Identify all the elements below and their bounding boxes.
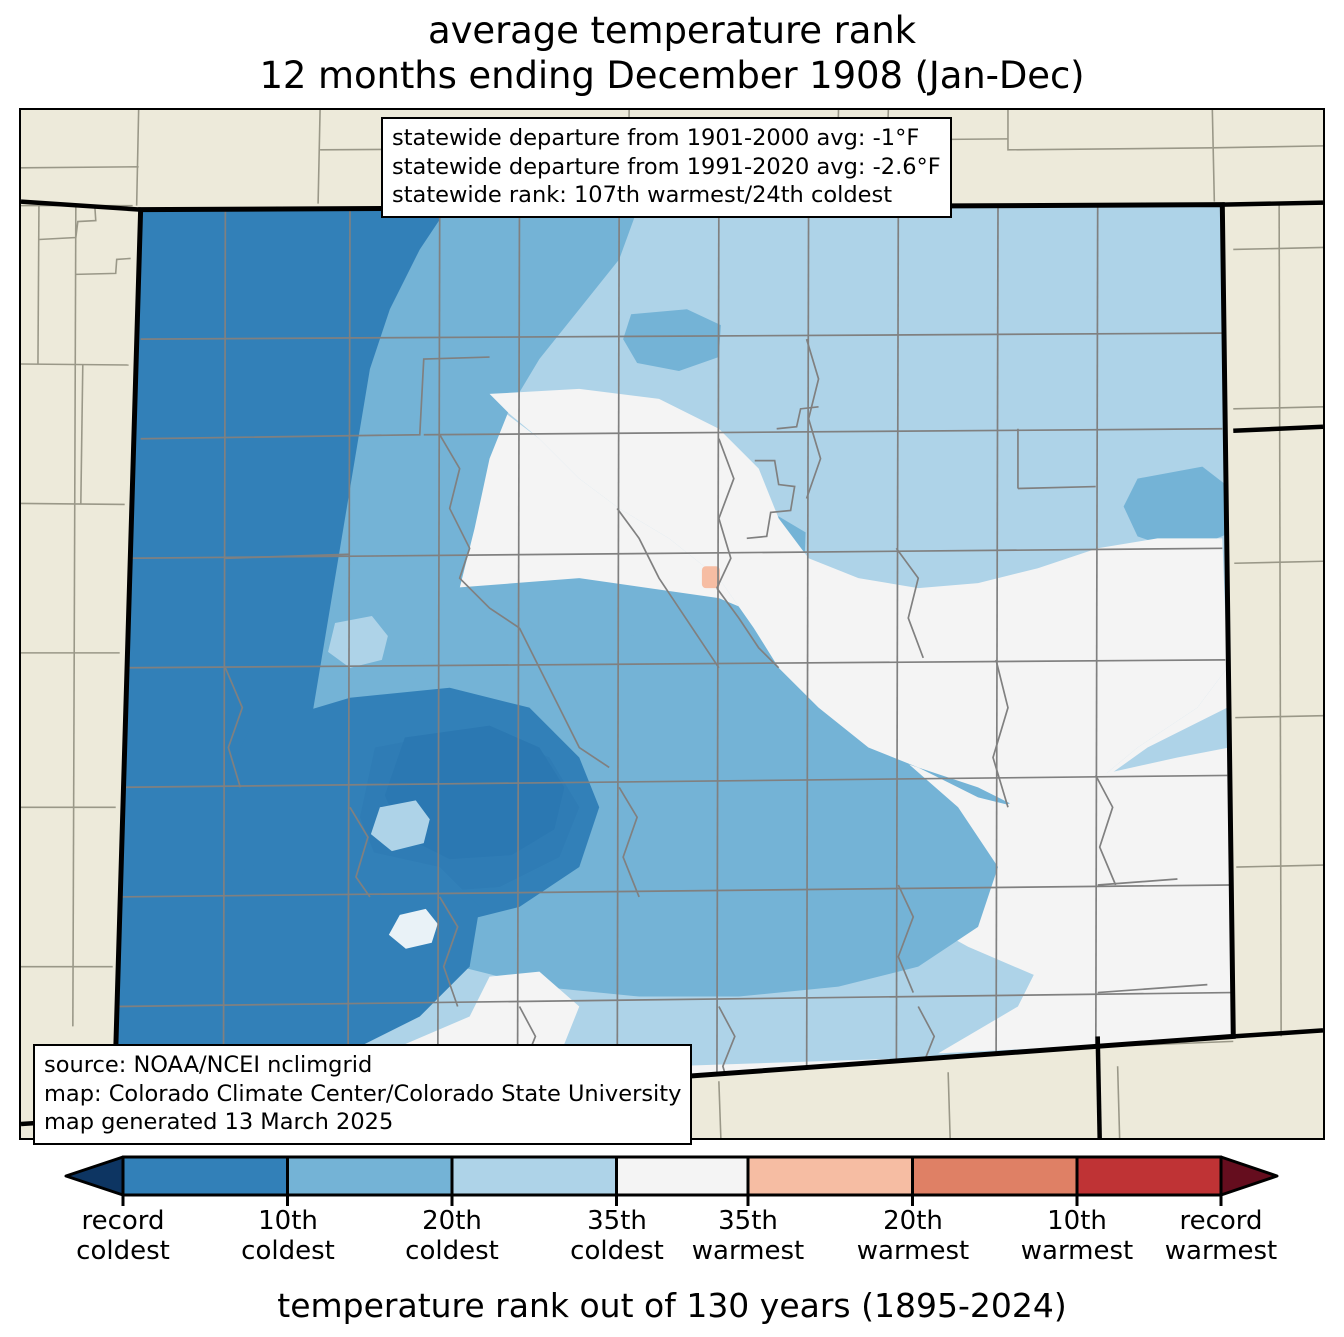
colorbar-tick-label-line1: 10th: [1047, 1206, 1107, 1236]
source-credits-box: source: NOAA/NCEI nclimgrid map: Colorad…: [33, 1044, 693, 1145]
colorado-temperature-rank-map: [21, 110, 1323, 1138]
page-title: average temperature rank 12 months endin…: [0, 8, 1344, 98]
colorbar-tick-label-3: 35th coldest: [570, 1206, 664, 1266]
colorbar-tick-label-line2: warmest: [1020, 1236, 1134, 1267]
colorbar-tick-label-line1: 35th: [718, 1206, 778, 1236]
statewide-stats-box: statewide departure from 1901-2000 avg: …: [381, 117, 952, 218]
colorbar-tick-label-line2: coldest: [570, 1236, 664, 1267]
region-10th-coldest-san-juan: [220, 847, 480, 1067]
colorbar-record-warmest-arrow: [1219, 1155, 1279, 1197]
region-35th-coldest-inner-patch-2: [370, 800, 430, 852]
region-10th-coldest-west-slope: [113, 204, 450, 1119]
colorbar-tick-label-5: 20th warmest: [857, 1206, 970, 1266]
colorbar-band-20th-warmest: [911, 1155, 1079, 1197]
colorbar-tick-label-line2: coldest: [405, 1236, 499, 1267]
colorado-county-lines: [114, 204, 1232, 1117]
title-line-1: average temperature rank: [428, 9, 916, 52]
colorbar-tick-label-4: 35th warmest: [692, 1206, 805, 1266]
colorbar-tick-label-line1: 20th: [422, 1206, 482, 1236]
region-near-normal-southeast: [938, 747, 1232, 1054]
colorbar-tick-labels: record coldest 10th coldest 20th coldest 35th c…: [0, 1206, 1344, 1276]
stat-statewide-rank: statewide rank: 107th warmest/24th colde…: [392, 182, 893, 209]
colorbar-tick-label-line2: warmest: [856, 1236, 970, 1267]
colorbar-tick-label-line1: 10th: [258, 1206, 318, 1236]
colorbar-caption: temperature rank out of 130 years (1895-…: [277, 1286, 1067, 1325]
map-generated-line: map generated 13 March 2025: [44, 1109, 394, 1136]
colorbar-band-10th-warmest: [1075, 1155, 1223, 1197]
colorbar-band-10th-coldest: [121, 1155, 289, 1197]
colorbar-band-20th-coldest: [286, 1155, 454, 1197]
colorbar-tick-label-line1: 20th: [883, 1206, 943, 1236]
map-credit-line: map: Colorado Climate Center/Colorado St…: [44, 1080, 682, 1107]
colorbar-band-35th-warmest: [746, 1155, 914, 1197]
region-20th-coldest-patch-north: [623, 309, 721, 371]
colorbar-tick-label-line1: 35th: [587, 1206, 647, 1236]
colorbar-tick-label-line1: record: [1179, 1206, 1263, 1236]
colorbar-tick-label-line2: coldest: [241, 1236, 335, 1267]
region-deepest-cold-core: [384, 725, 565, 860]
colorbar-tick-label-6: 10th warmest: [1021, 1206, 1134, 1266]
colorbar-svg: [64, 1155, 1279, 1206]
region-35th-warmest-patch: [701, 566, 720, 589]
neighbor-state-borders: [21, 199, 1323, 1138]
colorbar-record-coldest-arrow: [64, 1155, 125, 1197]
colorbar-tick-label-line1: record: [81, 1206, 165, 1236]
region-20th-coldest-mountains: [409, 627, 998, 997]
colorbar-tick-label-7: record warmest: [1165, 1206, 1278, 1266]
colorbar-tick-label-1: 10th coldest: [241, 1206, 335, 1266]
colorbar-band-35th-coldest: [450, 1155, 618, 1197]
region-near-normal-inner-patch: [388, 908, 438, 949]
region-20th-coldest-patch-northeast: [1123, 466, 1234, 553]
stat-departure-1991-2020: statewide departure from 1991-2020 avg: …: [392, 153, 941, 180]
stat-departure-1901-2000: statewide departure from 1901-2000 avg: …: [392, 125, 920, 151]
colorbar-ticks: [121, 1195, 1223, 1206]
colorbar-band-near-normal: [615, 1155, 750, 1197]
colorbar-tick-label-line2: warmest: [1164, 1236, 1278, 1267]
source-line: source: NOAA/NCEI nclimgrid: [44, 1052, 373, 1078]
rank-shading-layer: [113, 204, 1234, 1119]
colorbar-tick-label-2: 20th coldest: [405, 1206, 499, 1266]
region-near-normal-plains: [489, 388, 1228, 808]
colorbar-tick-label-line2: coldest: [76, 1236, 170, 1267]
region-35th-coldest-inner-patch-1: [328, 616, 388, 668]
colorbar: [0, 1148, 1344, 1208]
colorbar-tick-label-line2: warmest: [691, 1236, 805, 1267]
map-panel: [19, 108, 1325, 1140]
colorbar-tick-label-0: record coldest: [76, 1206, 170, 1266]
title-line-2: 12 months ending December 1908 (Jan-Dec): [259, 54, 1085, 98]
